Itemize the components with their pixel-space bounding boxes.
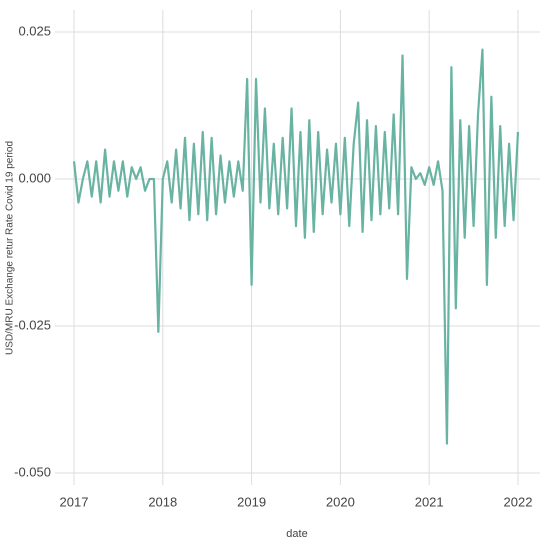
data-line [72, 48, 520, 445]
x-axis-label: date [286, 528, 307, 540]
y-tick-label: 0.025 [18, 23, 51, 38]
x-tick-label: 2021 [415, 494, 444, 509]
y-tick-label: -0.050 [14, 464, 51, 479]
y-tick-label: -0.025 [14, 317, 51, 332]
y-axis-label: USD/MRU Exchange retur Rate Covid 19 per… [5, 141, 16, 355]
x-tick-label: 2018 [148, 494, 177, 509]
x-tick-label: 2020 [326, 494, 355, 509]
x-tick-label: 2019 [237, 494, 266, 509]
x-tick-label: 2017 [60, 494, 89, 509]
y-tick-label: 0.000 [18, 170, 51, 185]
x-tick-label: 2022 [504, 494, 533, 509]
